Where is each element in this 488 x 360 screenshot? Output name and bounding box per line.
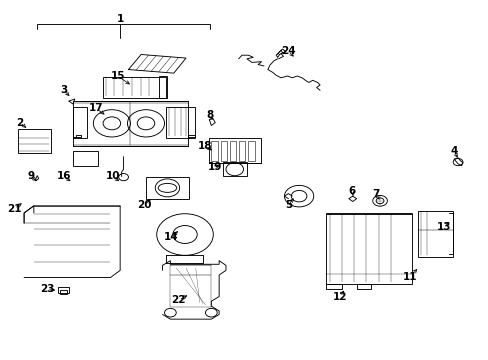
Text: 12: 12 [332,292,346,302]
Text: 7: 7 [372,189,379,199]
Text: 23: 23 [40,284,54,294]
Text: 9: 9 [27,171,35,181]
Text: 11: 11 [402,272,417,282]
Text: 10: 10 [105,171,120,181]
Text: 22: 22 [171,295,185,305]
Text: 21: 21 [7,204,21,214]
Text: 8: 8 [206,111,214,121]
Text: 15: 15 [110,71,125,81]
Text: 13: 13 [436,222,451,231]
Text: 19: 19 [207,162,222,172]
Text: 20: 20 [137,200,151,210]
Text: 4: 4 [449,146,457,156]
Text: 14: 14 [163,232,178,242]
Text: 16: 16 [57,171,71,181]
Text: 24: 24 [281,46,295,56]
Text: 1: 1 [116,14,123,24]
Text: 3: 3 [61,85,67,95]
Text: 2: 2 [17,118,24,128]
Text: 5: 5 [284,200,291,210]
Text: 18: 18 [198,141,212,151]
Text: 17: 17 [88,103,103,113]
Text: 6: 6 [347,186,355,196]
